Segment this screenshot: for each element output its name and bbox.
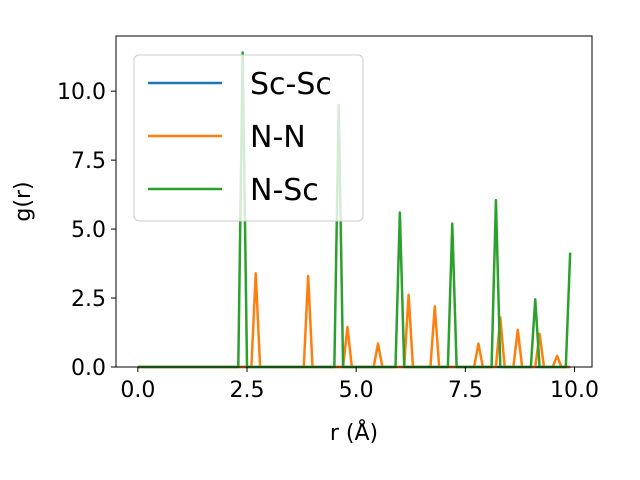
legend-box [133, 54, 364, 222]
y-tick-label: 10.0 [57, 80, 106, 105]
legend-label-n-sc: N-Sc [250, 173, 319, 208]
y-axis-label: g(r) [11, 181, 36, 221]
x-tick-label: 10.0 [550, 378, 599, 403]
x-tick-label: 7.5 [448, 378, 483, 403]
y-tick-label: 2.5 [71, 287, 106, 312]
y-tick-label: 0.0 [71, 356, 106, 381]
legend: Sc-Sc N-N N-Sc [133, 54, 364, 222]
legend-label-sc-sc: Sc-Sc [250, 67, 332, 102]
x-tick-label: 5.0 [339, 378, 374, 403]
legend-label-n-n: N-N [250, 120, 306, 155]
y-tick-label: 5.0 [71, 218, 106, 243]
ticks-layer: 0.0 2.5 5.0 7.5 10.0 0.0 2.5 5.0 7.5 10.0 [57, 80, 599, 403]
x-tick-label: 2.5 [230, 378, 265, 403]
x-axis-label: r (Å) [330, 419, 378, 446]
x-tick-label: 0.0 [120, 378, 155, 403]
y-tick-label: 7.5 [71, 149, 106, 174]
plot-frame [115, 35, 593, 368]
series-line-n-n [137, 271, 571, 369]
